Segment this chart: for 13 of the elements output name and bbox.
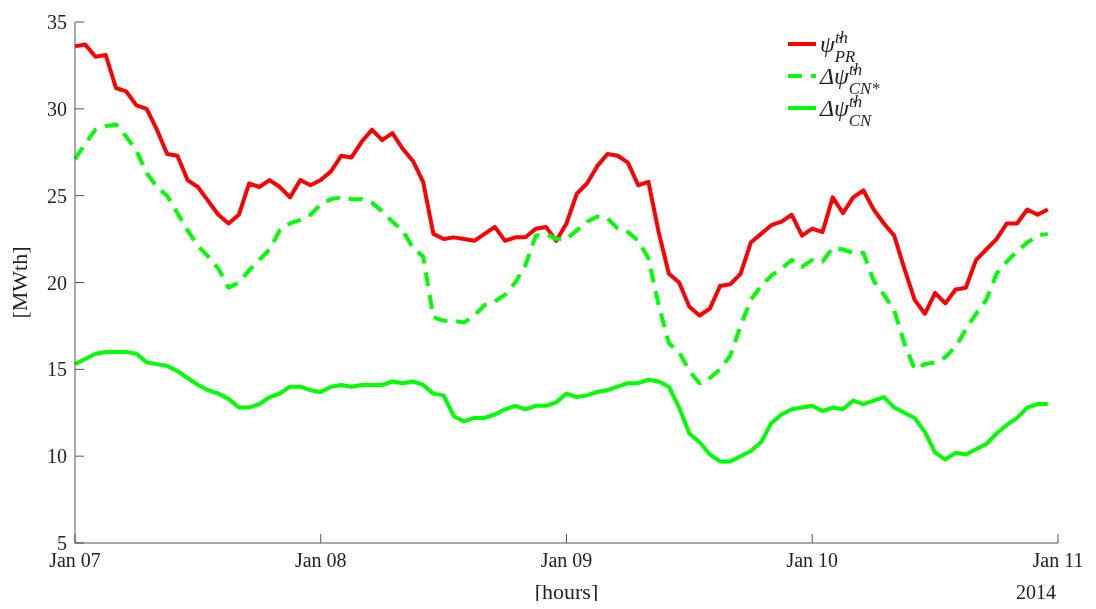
text: 2014 [1016, 581, 1056, 603]
x-tick-label: Jan 11 [1032, 549, 1084, 571]
x-tick-label: Jan 09 [540, 549, 593, 571]
line-series [73, 349, 1050, 464]
x-tick-label: Jan 08 [294, 549, 347, 571]
y-axis-title: [MWth] [7, 246, 32, 319]
y-tick-label: 20 [47, 271, 67, 294]
y-tick-label: 30 [47, 97, 67, 120]
y-tick-label: 10 [47, 445, 67, 468]
y-tick-label: 25 [47, 184, 67, 207]
y-tick-label: 35 [47, 11, 67, 33]
y-tick-label: 15 [47, 358, 67, 381]
x-tick-label: Jan 10 [786, 549, 839, 571]
